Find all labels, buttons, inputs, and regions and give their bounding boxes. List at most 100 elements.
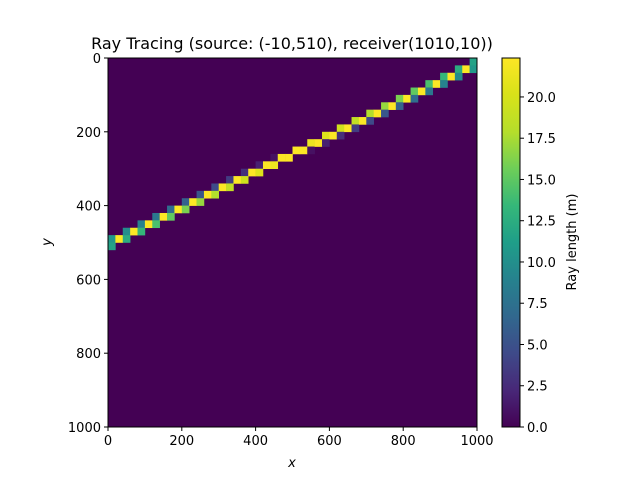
heatmap-cell: [211, 190, 219, 199]
heatmap-background: [108, 58, 477, 427]
heatmap-cell: [440, 80, 448, 88]
heatmap-cell: [410, 87, 419, 96]
heatmap-cell: [181, 205, 190, 214]
heatmap-cell: [447, 72, 456, 81]
heatmap-cell: [381, 109, 389, 118]
colorbar-tick-label: 5.0: [527, 338, 548, 353]
heatmap-cell: [285, 153, 293, 162]
colorbar-tick-label: 20.0: [527, 91, 556, 106]
x-tick-label: 400: [243, 434, 268, 449]
colorbar-tick-label: 15.0: [527, 173, 556, 188]
heatmap-cell: [469, 58, 478, 66]
y-axis-label: y: [40, 238, 55, 247]
heatmap-cell: [366, 109, 374, 118]
heatmap-cell: [137, 220, 146, 229]
heatmap-cell: [307, 146, 315, 155]
colorbar-axis: 0.0 2.5 5.0 7.5 10.0 12.5 15.0 17.5 20.0: [520, 91, 556, 436]
x-tick-label: 0: [104, 434, 112, 449]
heatmap-cell: [307, 139, 315, 147]
colorbar-tick-label: 2.5: [527, 380, 548, 395]
y-tick-label: 800: [76, 347, 101, 362]
heatmap-cell: [344, 124, 352, 133]
heatmap-cell: [226, 176, 234, 184]
heatmap-cell: [462, 65, 470, 74]
y-tick-label: 600: [76, 273, 101, 288]
heatmap-cell: [152, 212, 160, 221]
colorbar-label: Ray length (m): [565, 194, 580, 291]
heatmap-cell: [218, 183, 227, 192]
x-tick-label: 800: [391, 434, 416, 449]
heatmap-cell: [336, 131, 345, 140]
heatmap-cell: [314, 139, 323, 147]
heatmap-cell: [240, 176, 249, 184]
x-axis-label: x: [287, 456, 296, 471]
heatmap-cell: [329, 131, 338, 140]
heatmap-cell: [144, 220, 153, 229]
heatmap-cell: [152, 220, 160, 229]
heatmap-cell: [403, 94, 411, 103]
heatmap-cell: [108, 242, 116, 251]
heatmap-cell: [248, 168, 256, 177]
y-tick-label: 1000: [68, 421, 101, 436]
x-tick-label: 1000: [460, 434, 493, 449]
heatmap-cell: [122, 235, 131, 243]
heatmap-cell: [115, 235, 124, 243]
heatmap-cell: [270, 161, 279, 169]
heatmap-cell: [277, 153, 286, 162]
heatmap-cell: [167, 212, 175, 221]
heatmap-cell: [270, 153, 279, 162]
heatmap-cell: [440, 72, 448, 81]
heatmap-cell: [255, 161, 264, 169]
heatmap-cell: [417, 87, 426, 96]
heatmap-cell: [425, 87, 434, 96]
y-tick-label: 0: [93, 52, 101, 67]
heatmap-cell: [122, 227, 131, 236]
heatmap-cell: [351, 117, 360, 125]
heatmap-cell: [167, 205, 175, 214]
heatmap-cell: [196, 198, 205, 206]
heatmap-cell: [358, 117, 367, 125]
heatmap-cell: [240, 168, 249, 177]
heatmap-cell: [351, 124, 360, 133]
plot-frame: [107, 57, 478, 428]
heatmap-cell: [432, 80, 441, 88]
heatmap-cell: [366, 117, 374, 125]
y-tick-label: 400: [76, 200, 101, 215]
heatmap-cell: [189, 198, 197, 206]
heatmap-cell: [373, 109, 382, 118]
heatmap-cell: [203, 190, 212, 199]
colorbar-tick-label: 0.0: [527, 421, 548, 436]
heatmap-cell: [395, 102, 404, 110]
x-tick-label: 200: [169, 434, 194, 449]
heatmap-cell: [322, 139, 330, 147]
heatmap-cell: [336, 124, 345, 133]
heatmap-cell: [425, 80, 434, 88]
colorbar-tick-label: 7.5: [527, 297, 548, 312]
y-tick-label: 200: [76, 126, 101, 141]
heatmap-cell: [159, 212, 168, 221]
heatmap-cell: [410, 94, 419, 103]
heatmap-cell: [299, 146, 308, 155]
colorbar-tick-label: 12.5: [527, 215, 556, 230]
heatmap-cell: [196, 190, 205, 199]
chart-title: Ray Tracing (source: (-10,510), receiver…: [91, 34, 493, 53]
heatmap-cell: [233, 176, 242, 184]
colorbar-tick-label: 10.0: [527, 256, 556, 271]
heatmap-cell: [292, 146, 301, 155]
colorbar: [501, 57, 521, 428]
heatmap-cell: [108, 235, 116, 243]
heatmap-cell: [211, 183, 219, 192]
heatmap-cell: [454, 65, 463, 74]
heatmap-cell: [174, 205, 183, 214]
heatmap-layer: [108, 58, 478, 427]
heatmap-cell: [388, 102, 397, 110]
heatmap-cell: [137, 227, 146, 236]
heatmap-cell: [395, 94, 404, 103]
heatmap-cell: [226, 183, 234, 192]
heatmap-cell: [381, 102, 389, 110]
heatmap-cell: [262, 161, 271, 169]
y-axis: 0 200 400 600 800 1000: [68, 52, 108, 436]
heatmap-cell: [181, 198, 190, 206]
